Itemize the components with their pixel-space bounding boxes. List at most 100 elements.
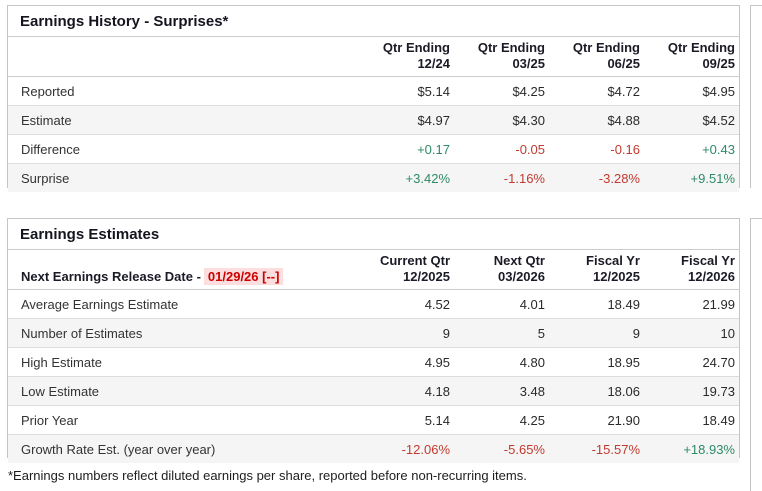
column-header-line2: 09/25	[702, 56, 735, 71]
row-label: Prior Year	[8, 405, 359, 435]
table-row-difference: Difference +0.17 -0.05 -0.16 +0.43	[8, 134, 739, 164]
cell-value: 4.01	[519, 296, 545, 312]
column-header-line2: 12/2025	[593, 269, 640, 284]
cell-value: $4.30	[454, 105, 549, 135]
column-header-line2: 06/25	[607, 56, 640, 71]
cell-value-positive: +9.51%	[644, 163, 739, 192]
cell-value-negative: -1.16%	[454, 163, 549, 192]
cell-value-positive: +0.17	[359, 134, 454, 164]
cell-value: 18.49	[644, 405, 739, 435]
table-row-average-earnings-estimate: Average Earnings Estimate 4.52 4.01 18.4…	[8, 290, 739, 319]
row-label: Growth Rate Est. (year over year)	[8, 434, 359, 463]
column-header-next-qtr: Next Qtr 03/2026	[454, 250, 549, 290]
empty-header-cell	[8, 37, 359, 77]
earnings-estimates-title: Earnings Estimates	[8, 219, 739, 250]
cell-value-negative: -15.57%	[549, 434, 644, 463]
cell-value: 21.99	[702, 296, 735, 312]
column-header-line1: Qtr Ending	[382, 40, 450, 55]
earnings-history-panel: Earnings History - Surprises* Qtr Ending…	[7, 5, 740, 192]
row-label: Difference	[8, 134, 359, 164]
cell-value-negative: -3.28%	[549, 163, 644, 192]
cell-value: 4.80	[454, 347, 549, 377]
column-header-line2: 12/2026	[688, 269, 735, 284]
row-label: Number of Estimates	[8, 318, 359, 348]
cell-value: $4.25	[512, 83, 545, 99]
row-label: Average Earnings Estimate	[21, 296, 179, 312]
cell-value-positive: +0.43	[644, 134, 739, 164]
table-row-surprise: Surprise +3.42% -1.16% -3.28% +9.51%	[8, 163, 739, 192]
cell-value: 9	[359, 318, 454, 348]
column-header-line1: Qtr Ending	[572, 40, 640, 55]
next-earnings-release-cell: Next Earnings Release Date -01/29/26 [--…	[8, 250, 359, 290]
table-row-low-estimate: Low Estimate 4.18 3.48 18.06 19.73	[8, 376, 739, 406]
column-header-line2: 12/2025	[403, 269, 450, 284]
header-row: Qtr Ending 12/24 Qtr Ending 03/25 Qtr Endi…	[8, 37, 739, 77]
cell-value: 5.14	[359, 405, 454, 435]
column-header-fiscal-yr-2025: Fiscal Yr 12/2025	[549, 250, 644, 290]
table-row-growth-rate: Growth Rate Est. (year over year) -12.06…	[8, 434, 739, 463]
row-label: Low Estimate	[8, 376, 359, 406]
column-header-line1: Next Qtr	[493, 253, 545, 268]
release-date-label: Next Earnings Release Date -	[21, 269, 201, 284]
cell-value: 18.49	[607, 296, 640, 312]
cell-value: 19.73	[644, 376, 739, 406]
column-header-qtr-1224: Qtr Ending 12/24	[359, 37, 454, 77]
row-label: High Estimate	[8, 347, 359, 377]
cell-value: $4.95	[702, 83, 735, 99]
column-header-qtr-0325: Qtr Ending 03/25	[454, 37, 549, 77]
cell-value-negative: -0.05	[454, 134, 549, 164]
column-header-line1: Fiscal Yr	[586, 253, 640, 268]
row-label: Estimate	[8, 105, 359, 135]
earnings-estimates-header: Next Earnings Release Date -01/29/26 [--…	[8, 250, 739, 290]
adjacent-panel-edge-bottom	[750, 218, 762, 491]
cell-value: 3.48	[454, 376, 549, 406]
cell-value-positive: +3.42%	[359, 163, 454, 192]
cell-value: 21.90	[549, 405, 644, 435]
column-header-fiscal-yr-2026: Fiscal Yr 12/2026	[644, 250, 739, 290]
header-row: Next Earnings Release Date -01/29/26 [--…	[8, 250, 739, 290]
table-row-reported: Reported $5.14 $4.25 $4.72 $4.95	[8, 77, 739, 106]
column-header-line1: Qtr Ending	[477, 40, 545, 55]
release-date-value: 01/29/26 [--]	[203, 268, 284, 285]
earnings-history-table: Qtr Ending 12/24 Qtr Ending 03/25 Qtr Endi…	[8, 37, 739, 192]
cell-value-positive: +18.93%	[644, 434, 739, 463]
cell-value: $5.14	[417, 83, 450, 99]
earnings-history-title: Earnings History - Surprises*	[8, 6, 739, 37]
column-header-line2: 03/25	[512, 56, 545, 71]
cell-value: $4.88	[549, 105, 644, 135]
row-label: Reported	[21, 83, 75, 99]
column-header-current-qtr: Current Qtr 12/2025	[359, 250, 454, 290]
cell-value: 4.52	[424, 296, 450, 312]
cell-value-negative: -5.65%	[454, 434, 549, 463]
adjacent-panel-edge-top	[750, 5, 762, 188]
table-row-prior-year: Prior Year 5.14 4.25 21.90 18.49	[8, 405, 739, 435]
column-header-line1: Fiscal Yr	[681, 253, 735, 268]
column-header-line1: Qtr Ending	[667, 40, 735, 55]
column-header-line2: 03/2026	[498, 269, 545, 284]
column-header-qtr-0925: Qtr Ending 09/25	[644, 37, 739, 77]
cell-value: $4.72	[607, 83, 640, 99]
earnings-estimates-panel: Earnings Estimates Next Earnings Release…	[7, 218, 740, 463]
earnings-estimates-table: Next Earnings Release Date -01/29/26 [--…	[8, 250, 739, 463]
table-row-estimate: Estimate $4.97 $4.30 $4.88 $4.52	[8, 105, 739, 135]
cell-value: $4.52	[644, 105, 739, 135]
cell-value: 4.25	[454, 405, 549, 435]
footnote: *Earnings numbers reflect diluted earnin…	[8, 468, 527, 483]
table-row-number-of-estimates: Number of Estimates 9 5 9 10	[8, 318, 739, 348]
cell-value-negative: -0.16	[549, 134, 644, 164]
cell-value: 5	[454, 318, 549, 348]
column-header-line1: Current Qtr	[379, 253, 450, 268]
cell-value: 18.06	[549, 376, 644, 406]
cell-value: 4.18	[359, 376, 454, 406]
cell-value: 9	[549, 318, 644, 348]
column-header-qtr-0625: Qtr Ending 06/25	[549, 37, 644, 77]
column-header-line2: 12/24	[417, 56, 450, 71]
cell-value: 24.70	[644, 347, 739, 377]
cell-value: 18.95	[549, 347, 644, 377]
cell-value-negative: -12.06%	[359, 434, 454, 463]
earnings-history-header: Qtr Ending 12/24 Qtr Ending 03/25 Qtr Endi…	[8, 37, 739, 77]
table-row-high-estimate: High Estimate 4.95 4.80 18.95 24.70	[8, 347, 739, 377]
cell-value: 4.95	[359, 347, 454, 377]
cell-value: $4.97	[359, 105, 454, 135]
